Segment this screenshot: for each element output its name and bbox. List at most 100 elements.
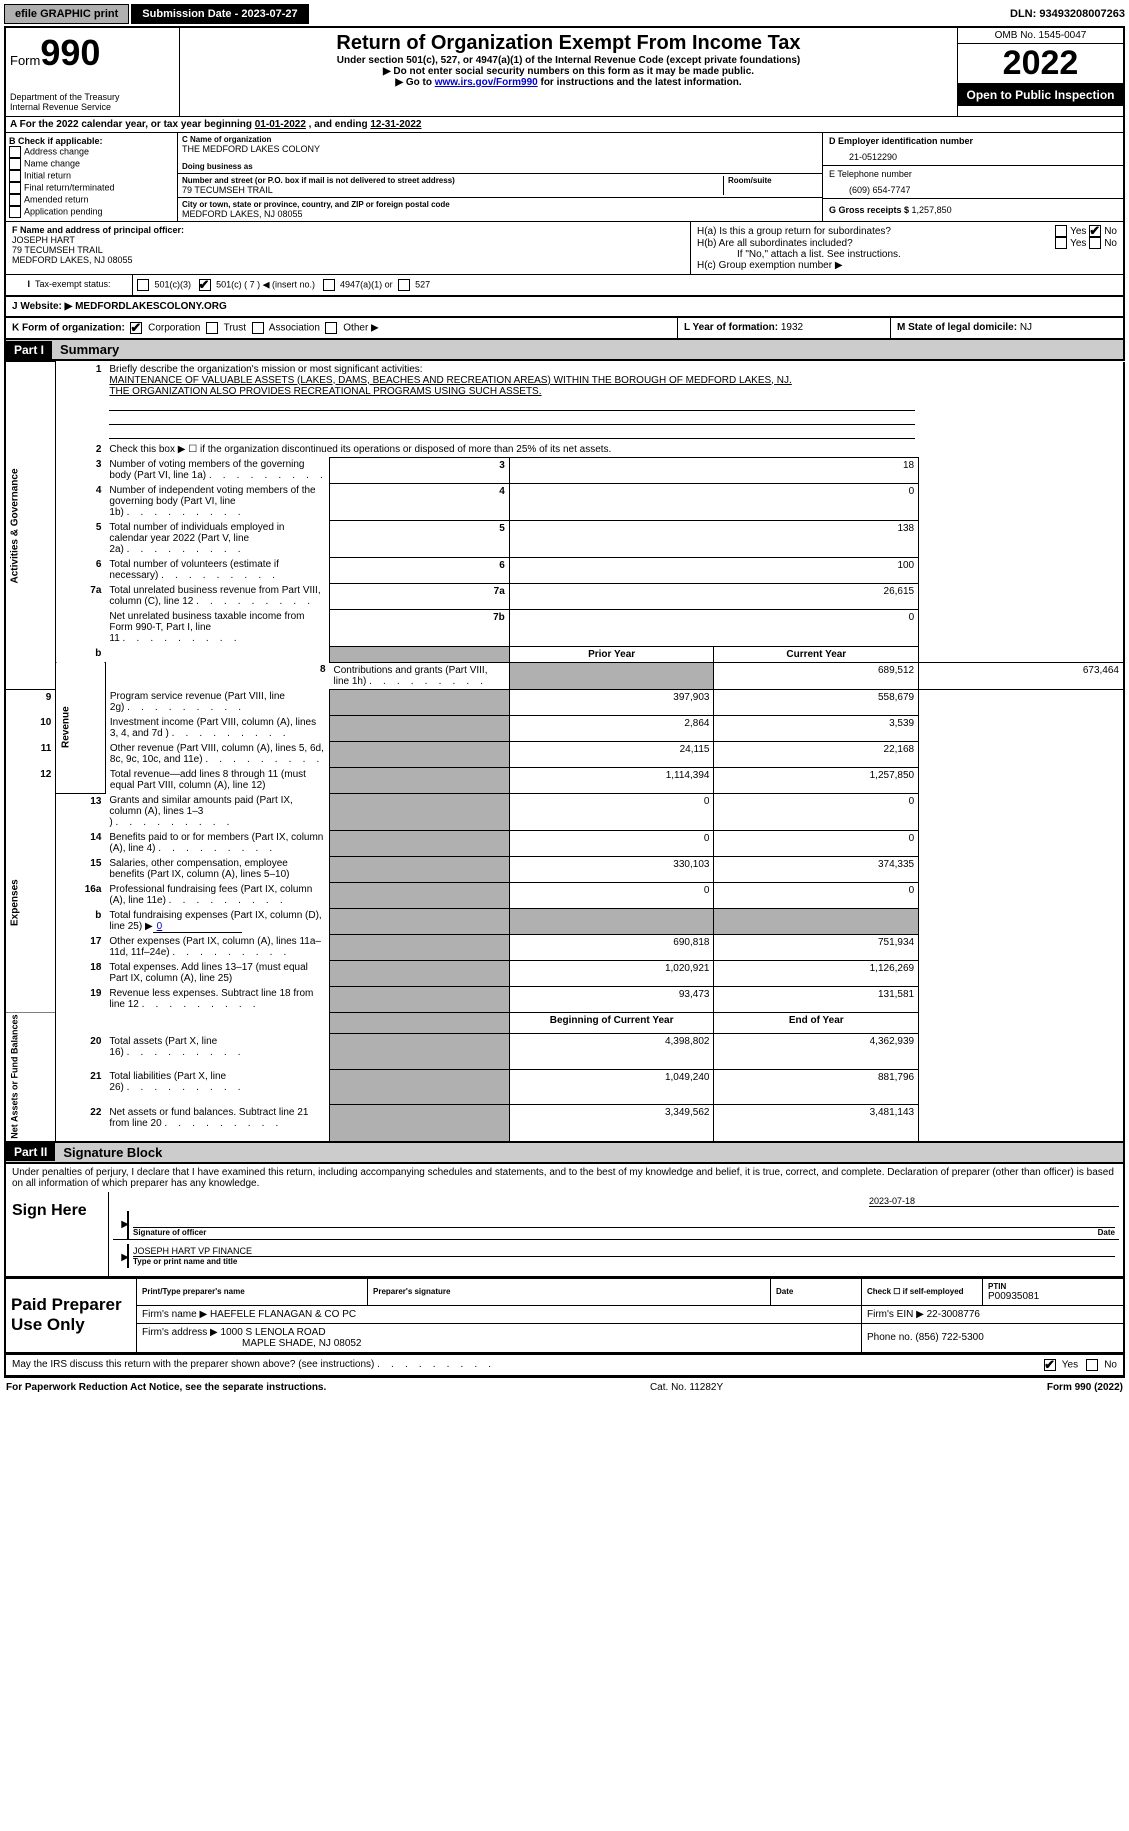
b-header: B Check if applicable: <box>9 136 174 146</box>
l13-text: Grants and similar amounts paid (Part IX… <box>105 793 329 830</box>
submission-date-button[interactable]: Submission Date - 2023-07-27 <box>131 4 308 24</box>
ha-label: H(a) Is this a group return for subordin… <box>697 226 1055 237</box>
dba-label: Doing business as <box>182 162 818 171</box>
l2-num: 2 <box>56 442 106 458</box>
hdr-prior: Prior Year <box>509 646 714 662</box>
firm-addr1: 1000 S LENOLA ROAD <box>221 1327 326 1338</box>
footer-cat: Cat. No. 11282Y <box>650 1382 723 1393</box>
form-header: Form990 Department of the Treasury Inter… <box>4 26 1125 116</box>
row-klm: K Form of organization: Corporation Trus… <box>4 318 1125 340</box>
city-label: City or town, state or province, country… <box>182 200 818 209</box>
footer-left: For Paperwork Reduction Act Notice, see … <box>6 1382 326 1393</box>
l7a-val: 26,615 <box>509 583 918 609</box>
ein-label: D Employer identification number <box>829 136 1117 146</box>
hb-label: H(b) Are all subordinates included? <box>697 238 1055 249</box>
chk-501c3[interactable] <box>137 279 149 291</box>
chk-app-pending[interactable]: Application pending <box>9 206 174 218</box>
l6-val: 100 <box>509 557 918 583</box>
chk-other[interactable] <box>325 322 337 334</box>
l14-text: Benefits paid to or for members (Part IX… <box>105 830 329 856</box>
l7b-text: Net unrelated business taxable income fr… <box>105 609 329 646</box>
hb-no[interactable] <box>1089 237 1101 249</box>
l1-num: 1 <box>56 362 106 442</box>
irs-link[interactable]: www.irs.gov/Form990 <box>435 77 538 88</box>
part2-header: Part II Signature Block <box>4 1143 1125 1164</box>
block-fh: F Name and address of principal officer:… <box>4 222 1125 274</box>
goto-pre: Go to <box>406 77 435 88</box>
penalty-text: Under penalties of perjury, I declare th… <box>4 1164 1125 1192</box>
discuss-no[interactable] <box>1086 1359 1098 1371</box>
firm-addr2: MAPLE SHADE, NJ 08052 <box>142 1338 362 1349</box>
date-label: Date <box>1098 1228 1115 1237</box>
part1-badge: Part I <box>6 341 52 359</box>
title-box: Return of Organization Exempt From Incom… <box>180 28 957 116</box>
gross-label: G Gross receipts $ <box>829 205 912 215</box>
discuss-yes[interactable] <box>1044 1359 1056 1371</box>
l7a-text: Total unrelated business revenue from Pa… <box>105 583 329 609</box>
discuss-row: May the IRS discuss this return with the… <box>4 1355 1125 1377</box>
l12-text: Total revenue—add lines 8 through 11 (mu… <box>105 767 329 793</box>
l8-prior: 689,512 <box>714 662 919 689</box>
chk-501c[interactable] <box>199 279 211 291</box>
ha-yes[interactable] <box>1055 225 1067 237</box>
l5-text: Total number of individuals employed in … <box>105 520 329 557</box>
l5-val: 138 <box>509 520 918 557</box>
efile-print-button[interactable]: efile GRAPHIC print <box>4 4 129 24</box>
chk-name-change[interactable]: Name change <box>9 158 174 170</box>
l2-text: Check this box ▶ ☐ if the organization d… <box>105 442 918 458</box>
chk-initial-return[interactable]: Initial return <box>9 170 174 182</box>
chk-address-change[interactable]: Address change <box>9 146 174 158</box>
col-d-ids: D Employer identification number 21-0512… <box>822 133 1123 221</box>
l16b-val: 0 <box>153 921 243 933</box>
officer-name: JOSEPH HART <box>12 235 684 245</box>
gross-value: 1,257,850 <box>912 205 952 215</box>
l9-text: Program service revenue (Part VIII, line… <box>105 689 329 715</box>
l7b-val: 0 <box>509 609 918 646</box>
chk-4947[interactable] <box>323 279 335 291</box>
l8-curr: 673,464 <box>919 662 1124 689</box>
chk-trust[interactable] <box>206 322 218 334</box>
ha-no[interactable] <box>1089 225 1101 237</box>
org-street: 79 TECUMSEH TRAIL <box>182 185 723 195</box>
sig-label: Signature of officer <box>133 1228 206 1237</box>
l17-text: Other expenses (Part IX, column (A), lin… <box>105 934 329 960</box>
period-pre: A For the 2022 calendar year, or tax yea… <box>10 119 255 130</box>
part1-header: Part I Summary <box>4 340 1125 361</box>
officer-print-name: JOSEPH HART VP FINANCE <box>133 1246 1115 1257</box>
hc-label: H(c) Group exemption number ▶ <box>697 260 1117 271</box>
officer-addr1: 79 TECUMSEH TRAIL <box>12 245 684 255</box>
ein-value: 21-0512290 <box>829 146 1117 162</box>
k-label: K Form of organization: <box>12 323 125 334</box>
row-j-website: J Website: ▶ MEDFORDLAKESCOLONY.ORG <box>4 297 1125 318</box>
submission-date: 2023-07-27 <box>241 8 297 20</box>
firm-name: HAEFELE FLANAGAN & CO PC <box>210 1309 356 1320</box>
page-footer: For Paperwork Reduction Act Notice, see … <box>4 1377 1125 1397</box>
chk-assoc[interactable] <box>252 322 264 334</box>
part2-badge: Part II <box>6 1143 55 1161</box>
l1-text: Briefly describe the organization's miss… <box>109 364 914 375</box>
j-label: J Website: ▶ <box>12 301 72 312</box>
col-f-officer: F Name and address of principal officer:… <box>6 222 690 274</box>
blank-line <box>109 398 914 411</box>
ptin-lbl: PTIN <box>988 1282 1118 1291</box>
c-name-label: C Name of organization <box>182 135 818 144</box>
dept-1: Department of the Treasury <box>10 92 175 102</box>
print-name-label: Type or print name and title <box>133 1257 1115 1266</box>
chk-amended-return[interactable]: Amended return <box>9 194 174 206</box>
hb-yes[interactable] <box>1055 237 1067 249</box>
chk-527[interactable] <box>398 279 410 291</box>
dln-value: 93493208007263 <box>1039 8 1125 20</box>
org-city: MEDFORD LAKES, NJ 08055 <box>182 209 818 219</box>
open-to-public: Open to Public Inspection <box>958 84 1123 106</box>
prep-sig-lbl: Preparer's signature <box>373 1287 765 1296</box>
form-id-box: Form990 Department of the Treasury Inter… <box>6 28 180 116</box>
summary-table: Activities & Governance 1 Briefly descri… <box>4 361 1125 1143</box>
paid-label: Paid Preparer Use Only <box>6 1278 137 1352</box>
chk-corp[interactable] <box>130 322 142 334</box>
l19-text: Revenue less expenses. Subtract line 18 … <box>105 986 329 1012</box>
period-mid: , and ending <box>309 119 371 130</box>
row-i-status: I Tax-exempt status: 501(c)(3) 501(c) ( … <box>4 274 1125 297</box>
chk-final-return[interactable]: Final return/terminated <box>9 182 174 194</box>
firm-ein-lbl: Firm's EIN ▶ <box>867 1309 927 1320</box>
l16b-text: Total fundraising expenses (Part IX, col… <box>105 908 329 934</box>
